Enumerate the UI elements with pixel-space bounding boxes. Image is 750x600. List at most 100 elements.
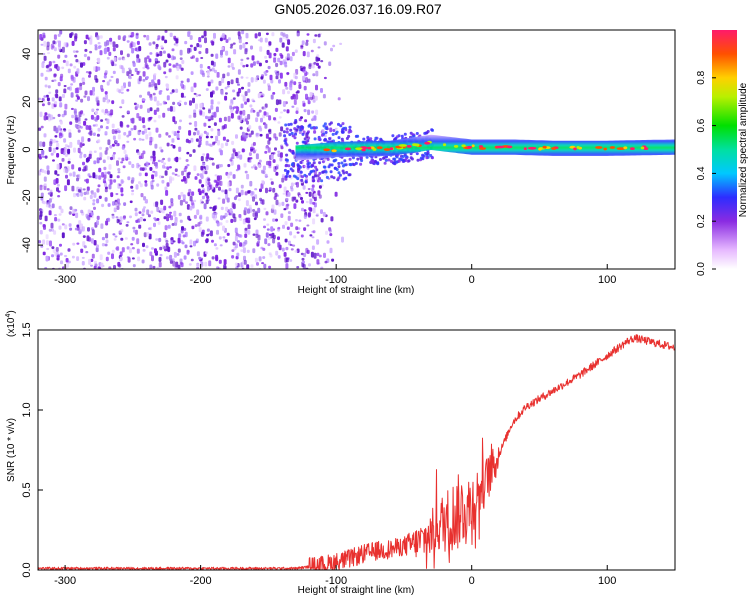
noise-cell [184,40,188,45]
noise-cell [164,30,168,33]
noise-cell [113,57,117,62]
noise-cell [104,197,108,202]
band-hot-spot [406,145,412,148]
noise-cell [131,236,135,241]
noise-cell [112,135,116,140]
noise-cell [171,89,175,93]
noise-cell [140,193,144,198]
noise-cell [275,75,279,80]
noise-cell [221,189,225,193]
noise-cell [68,129,72,134]
noise-cell [130,74,134,76]
noise-cell [269,74,273,81]
noise-cell [312,73,316,77]
noise-cell [96,108,99,111]
noise-cell [100,223,104,229]
noise-cell [91,108,95,113]
noise-cell [155,46,159,50]
noise-cell [275,218,278,222]
noise-cell [339,42,343,45]
band-scatter-cell [403,132,407,136]
band-scatter-cell [318,161,322,165]
noise-cell [185,201,188,204]
band-scatter-cell [313,126,317,130]
noise-cell [171,258,175,262]
noise-cell [244,118,248,122]
noise-cell [266,223,270,226]
noise-cell [298,81,302,84]
noise-cell [205,115,208,120]
noise-cell [245,64,249,68]
noise-cell [58,205,62,210]
noise-cell [40,72,44,77]
noise-cell [240,184,244,189]
noise-cell [115,193,119,196]
noise-cell [145,245,149,249]
noise-cell [41,103,45,107]
noise-cell [301,40,305,45]
noise-cell [115,216,119,219]
noise-cell [176,137,180,140]
band-scatter-cell [335,168,339,171]
noise-cell [285,34,289,38]
band-scatter-cell [288,148,292,152]
noise-cell [312,201,316,205]
noise-cell [80,62,83,68]
noise-cell [196,251,200,257]
noise-cell [214,174,218,177]
noise-cell [263,106,267,110]
noise-cell [265,211,269,216]
noise-cell [171,177,175,181]
band-scatter-cell [392,161,396,165]
noise-cell [264,73,268,76]
noise-cell [97,184,101,188]
noise-cell [120,193,124,197]
noise-cell [282,89,286,95]
noise-cell [75,99,79,102]
noise-cell [82,62,86,66]
band-scatter-cell [402,159,406,163]
noise-cell [299,65,303,69]
noise-cell [252,100,256,103]
noise-cell [166,142,170,147]
noise-cell [192,97,195,104]
noise-cell [139,183,143,188]
band-scatter-cell [341,164,345,168]
noise-cell [303,109,307,113]
snr-x-ticks: -300 -200 -100 0 100 [54,565,616,587]
noise-cell [156,218,160,221]
noise-cell [252,61,256,66]
noise-cell [51,246,55,250]
noise-cell [165,245,169,251]
band-scatter-cell [337,122,340,126]
noise-cell [69,141,73,148]
noise-cell [225,206,229,212]
noise-cell [38,97,41,101]
noise-cell [280,111,283,114]
noise-cell [200,156,204,162]
noise-cell [275,164,279,170]
noise-cell [296,181,299,188]
noise-cell [268,160,272,167]
noise-cell [180,240,184,244]
noise-cell [89,35,93,41]
noise-cell [332,44,336,48]
band-hot-spot [398,144,407,147]
noise-cell [198,51,202,55]
noise-cell [263,263,267,269]
noise-cell [307,100,311,105]
noise-cell [187,140,191,144]
noise-cell [267,85,271,91]
snr-frame [37,329,676,571]
noise-cell [307,78,311,83]
noise-cell [285,263,289,269]
noise-cell [60,260,63,265]
noise-cell [268,233,272,237]
noise-cell [156,53,160,57]
noise-cell [156,266,160,269]
noise-cell [168,166,172,169]
band-scatter-cell [360,159,364,163]
noise-cell [241,267,245,269]
noise-cell [294,75,298,80]
noise-cell [216,229,219,235]
